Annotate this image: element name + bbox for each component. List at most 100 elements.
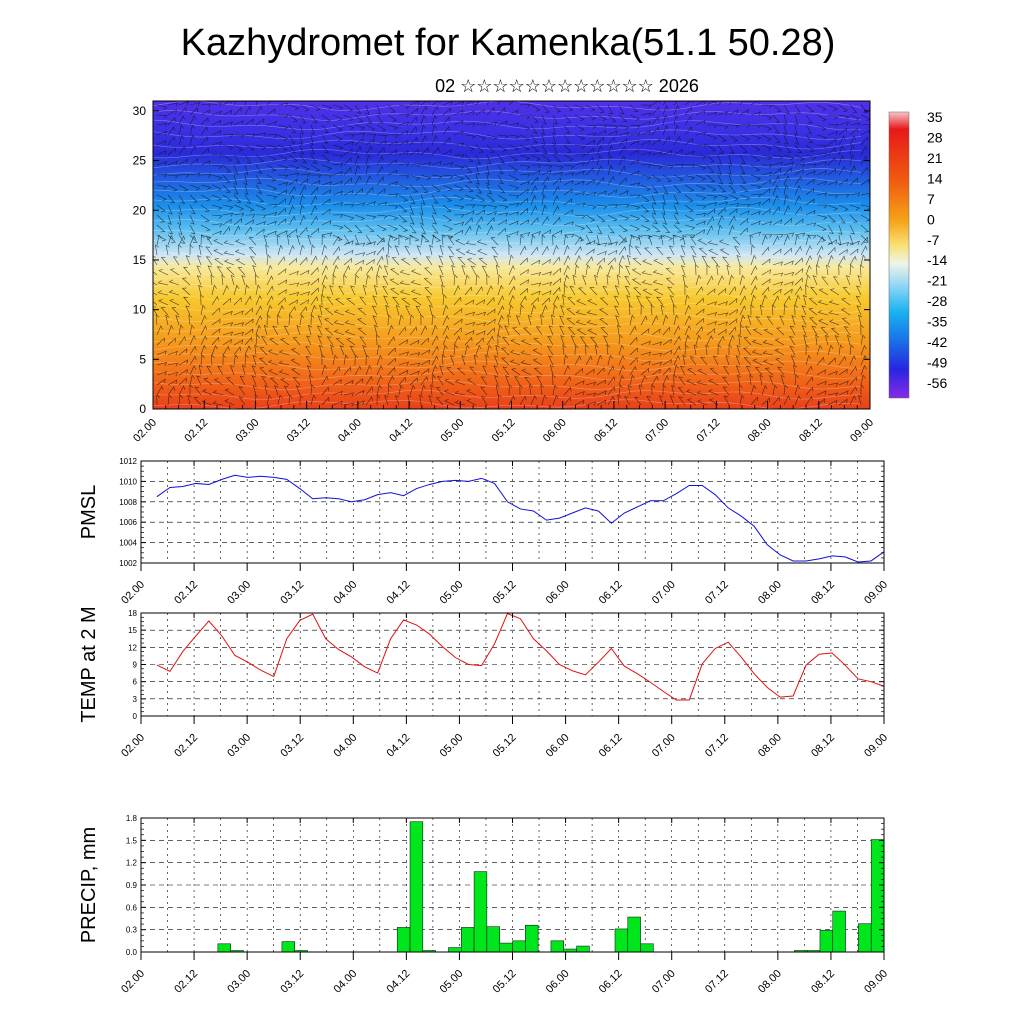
wind-barb: [739, 384, 743, 396]
wind-barb: [453, 194, 465, 201]
wind-barb: [826, 264, 831, 276]
wind-barb: [464, 322, 476, 327]
wind-barb: [200, 304, 206, 316]
wind-barb: [717, 224, 723, 236]
wind-barb: [824, 334, 830, 346]
wind-barb: [552, 205, 560, 216]
wind-barb: [772, 288, 782, 296]
wind-barb: [586, 310, 598, 316]
wind-barb: [816, 344, 823, 356]
wind-barb: [278, 360, 290, 366]
wind-barb: [464, 217, 473, 226]
wind-barb: [783, 205, 791, 216]
contour-line: [153, 226, 862, 237]
wind-barb: [332, 104, 344, 110]
wind-barb: [783, 234, 790, 246]
wind-barb: [332, 134, 343, 141]
wind-barb: [276, 234, 281, 246]
wind-barb: [450, 355, 455, 366]
wind-barb: [194, 386, 202, 396]
wind-barb: [860, 178, 870, 186]
wind-barb: [429, 304, 434, 316]
wind-barb: [520, 350, 532, 356]
x-tick-label: 03.12: [278, 732, 306, 760]
wind-barb: [651, 126, 660, 136]
wind-barb: [398, 113, 410, 118]
wind-barb: [387, 357, 396, 366]
wind-barb: [156, 140, 167, 146]
wind-barb: [783, 184, 789, 196]
wind-barb: [706, 288, 716, 296]
wind-barb: [645, 296, 653, 306]
wind-barb: [656, 296, 664, 306]
wind-barb: [394, 395, 400, 406]
wind-barb: [189, 235, 196, 246]
wind-barb: [662, 184, 669, 195]
wind-barb: [431, 214, 437, 225]
wind-barb: [310, 267, 319, 276]
wind-barb: [420, 376, 428, 386]
wind-barb: [189, 115, 197, 126]
wind-barb: [202, 389, 213, 396]
wind-barb: [189, 204, 196, 215]
wind-barb: [750, 124, 762, 129]
wind-barb: [541, 394, 547, 406]
x-tick-label: 07.00: [650, 968, 678, 996]
wind-barb: [574, 191, 586, 196]
wind-barb: [321, 104, 333, 110]
wind-barb: [259, 347, 268, 356]
wind-barb: [629, 244, 633, 256]
wind-barb: [750, 275, 758, 286]
wind-barb: [666, 257, 675, 266]
wind-barb: [828, 299, 840, 306]
wind-barb: [223, 259, 235, 266]
wind-barb: [805, 222, 817, 227]
wind-barb: [735, 355, 741, 366]
wind-barb: [486, 154, 492, 165]
wind-barb: [266, 314, 271, 326]
wind-barb: [685, 389, 697, 396]
wind-barb: [189, 158, 199, 166]
wind-barb: [324, 318, 334, 326]
wind-barb: [585, 401, 597, 406]
wind-barb: [640, 204, 650, 213]
wind-barb: [827, 370, 838, 376]
wind-barb: [569, 285, 576, 296]
wind-barb: [838, 214, 846, 224]
wind-barb: [508, 254, 514, 266]
wind-barb: [266, 184, 278, 191]
wind-barb: [684, 294, 690, 306]
wind-barb: [442, 194, 453, 202]
wind-barb: [310, 287, 319, 296]
wind-barb: [211, 119, 222, 126]
wind-barb: [332, 154, 344, 159]
wind-barb: [189, 224, 196, 235]
wind-barb: [333, 329, 345, 336]
wind-barb: [332, 366, 341, 376]
wind-barb: [168, 289, 180, 296]
x-tick-label: 04.00: [336, 417, 364, 445]
wind-barb: [310, 296, 318, 306]
wind-barb: [222, 297, 231, 306]
wind-barb: [211, 164, 223, 170]
wind-barb: [222, 194, 233, 202]
wind-barb: [540, 384, 545, 396]
wind-barb: [167, 234, 174, 246]
wind-barb: [805, 234, 812, 246]
wind-barb: [762, 340, 774, 346]
wind-barb: [431, 174, 443, 180]
wind-barb: [596, 154, 603, 166]
wind-barb: [233, 154, 241, 164]
wind-barb: [266, 194, 278, 200]
wind-barb: [530, 272, 542, 277]
wind-barb: [224, 388, 235, 396]
wind-barb: [596, 264, 603, 276]
wind-barb: [429, 244, 434, 256]
pmsl-ylabel: PMSL: [78, 485, 100, 539]
wind-barb: [519, 395, 527, 406]
wind-barb: [501, 357, 510, 366]
wind-barb: [706, 144, 717, 152]
wind-barb: [409, 370, 420, 376]
wind-barb: [761, 220, 772, 226]
x-tick-label: 08.00: [756, 968, 784, 996]
